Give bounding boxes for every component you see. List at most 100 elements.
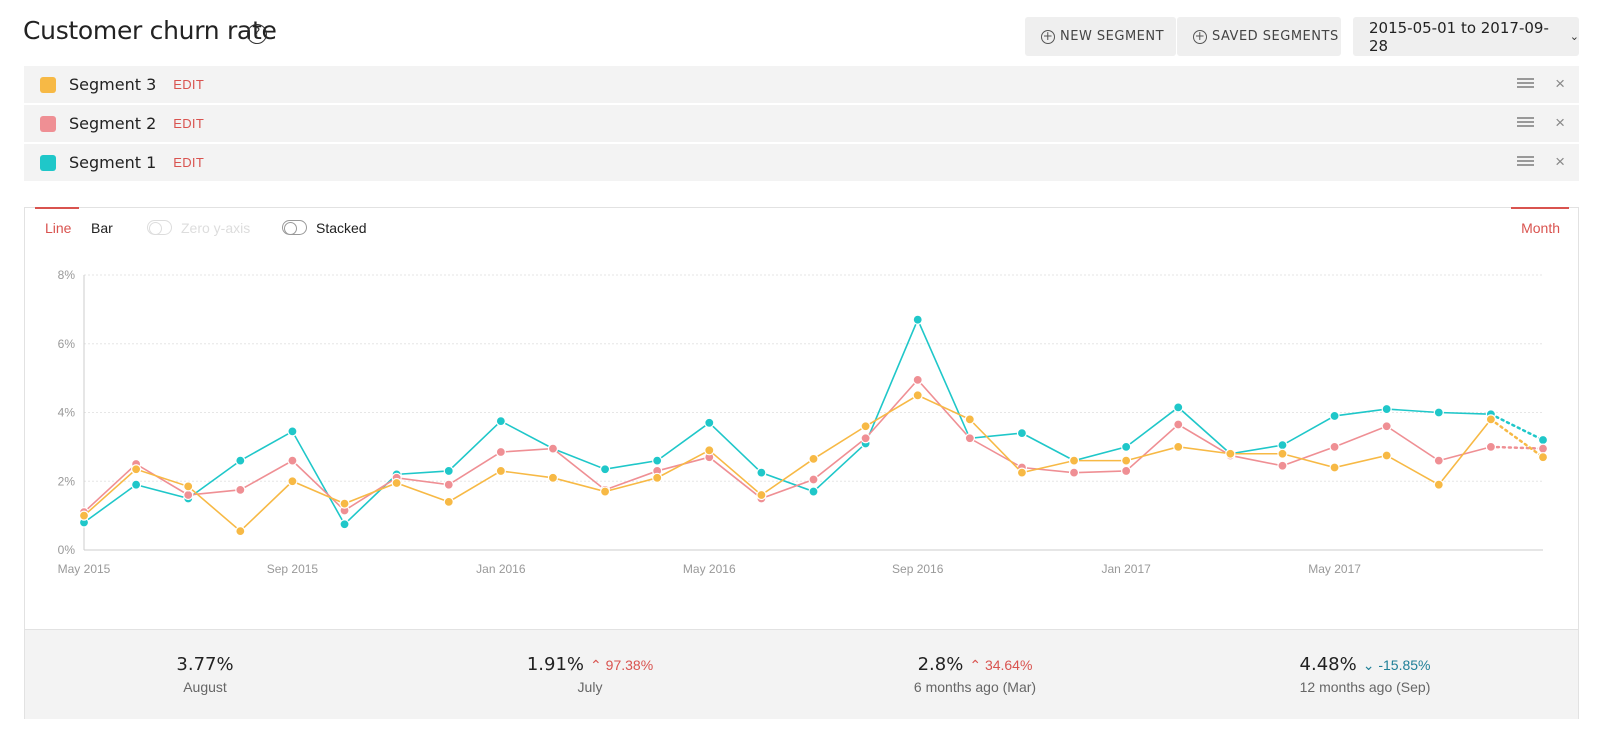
stat-6-months: 2.8% ⌃ 34.64% 6 months ago (Mar) <box>825 654 1125 695</box>
data-point <box>1433 455 1444 466</box>
data-point <box>339 498 350 509</box>
stat-value: 4.48% <box>1299 654 1357 675</box>
y-tick-label: 4% <box>58 406 76 420</box>
data-point <box>183 489 194 501</box>
tab-line[interactable]: Line <box>45 220 72 236</box>
close-icon[interactable]: × <box>1555 152 1565 171</box>
stat-change-up: ⌃ 97.38% <box>590 657 653 673</box>
data-point <box>1537 452 1549 463</box>
saved-segments-label: SAVED SEGMENTS <box>1212 29 1339 44</box>
churn-line-chart: 0% 2% 4% 6% 8% May 2015 Sep 2015 Jan 2016 May 20… <box>58 268 1549 576</box>
data-point <box>1381 450 1392 461</box>
plus-circle-icon: + <box>1193 28 1207 44</box>
segment-edit-link[interactable]: EDIT <box>173 77 205 92</box>
data-point <box>1121 441 1132 452</box>
segment-row: Segment 3 EDIT × <box>24 66 1579 103</box>
data-point <box>443 465 454 477</box>
new-segment-button[interactable]: + NEW SEGMENT <box>1025 17 1176 56</box>
stat-label: 12 months ago (Sep) <box>1299 679 1431 695</box>
series-projection-line <box>1489 418 1545 459</box>
data-point <box>443 479 454 490</box>
data-point <box>1381 403 1392 415</box>
y-tick-label: 6% <box>58 337 76 351</box>
close-icon[interactable]: × <box>1555 113 1565 132</box>
drag-handle-icon[interactable] <box>1517 78 1534 90</box>
drag-handle-icon[interactable] <box>1517 117 1534 129</box>
tab-bar[interactable]: Bar <box>91 220 113 236</box>
data-point <box>1068 455 1080 466</box>
close-icon[interactable]: × <box>1555 74 1565 93</box>
stat-change-value: 34.64% <box>984 657 1033 673</box>
series-line <box>83 394 1492 533</box>
y-tick-label: 8% <box>58 268 76 282</box>
data-point <box>756 489 767 501</box>
help-icon[interactable]: ? <box>247 24 267 44</box>
segment-row: Segment 2 EDIT × <box>24 105 1579 142</box>
data-point <box>964 433 975 444</box>
period-select-month[interactable]: Month <box>1521 220 1560 236</box>
data-point <box>599 486 611 497</box>
active-tab-indicator <box>35 207 79 209</box>
zero-y-axis-toggle[interactable] <box>147 220 172 235</box>
data-point <box>599 464 611 475</box>
caret-down-icon: ⌄ <box>1362 657 1379 673</box>
data-point <box>287 476 298 487</box>
data-point <box>287 426 298 437</box>
data-point <box>391 477 402 489</box>
stat-change-value: 97.38% <box>605 657 654 673</box>
data-point <box>704 417 715 428</box>
data-point <box>1329 441 1340 452</box>
data-point <box>495 465 506 477</box>
data-point <box>547 443 559 454</box>
data-point <box>1173 441 1184 452</box>
data-point <box>1068 467 1080 478</box>
stat-value: 1.91% <box>526 654 585 675</box>
new-segment-label: NEW SEGMENT <box>1060 29 1165 44</box>
stat-label: 6 months ago (Mar) <box>913 679 1037 695</box>
data-point <box>808 486 819 497</box>
stat-value: 2.8% <box>917 654 964 675</box>
stat-current: 3.77% August <box>55 654 355 695</box>
segment-color-swatch <box>40 115 56 132</box>
y-tick-label: 2% <box>58 474 76 488</box>
data-point <box>495 415 506 427</box>
caret-up-icon: ⌃ <box>969 657 985 673</box>
stat-previous: 1.91% ⌃ 97.38% July <box>440 654 740 695</box>
series-line <box>83 378 1492 513</box>
drag-handle-icon[interactable] <box>1517 156 1534 168</box>
data-point <box>912 390 923 401</box>
segment-row: Segment 1 EDIT × <box>24 144 1579 181</box>
x-tick-label: Jan 2017 <box>1101 562 1151 576</box>
data-point <box>912 374 923 385</box>
data-point <box>756 467 767 478</box>
stats-bar: 3.77% August 1.91% ⌃ 97.38% July 2.8% ⌃ 34… <box>25 629 1578 719</box>
x-tick-label: May 2016 <box>683 562 736 576</box>
data-point <box>131 479 142 490</box>
segment-color-swatch <box>40 154 56 171</box>
chevron-down-icon: ⌄ <box>1569 30 1579 43</box>
caret-up-icon: ⌃ <box>590 657 606 673</box>
data-point <box>964 414 975 425</box>
stat-label: August <box>183 679 227 695</box>
data-point <box>1329 410 1340 422</box>
stat-change-down: ⌄ -15.85% <box>1363 657 1431 673</box>
data-point <box>704 445 715 456</box>
stat-label: July <box>577 679 603 695</box>
data-point <box>1121 455 1132 466</box>
data-point <box>1016 428 1028 439</box>
date-range-select[interactable]: 2015-05-01 to 2017-09-28 ⌄ <box>1353 17 1579 56</box>
stat-12-months: 4.48% ⌄ -15.85% 12 months ago (Sep) <box>1215 654 1515 695</box>
data-point <box>287 455 298 466</box>
data-point <box>860 433 871 444</box>
data-point <box>1016 467 1028 478</box>
data-point <box>235 484 246 495</box>
stacked-toggle[interactable] <box>282 220 307 235</box>
saved-segments-button[interactable]: + SAVED SEGMENTS <box>1177 17 1341 56</box>
data-point <box>1173 419 1184 430</box>
data-point <box>183 481 194 492</box>
page-title: Customer churn rate <box>23 16 277 45</box>
segment-edit-link[interactable]: EDIT <box>173 116 205 131</box>
stat-change-up: ⌃ 34.64% <box>969 657 1032 673</box>
segment-edit-link[interactable]: EDIT <box>173 155 205 170</box>
data-point <box>495 446 506 458</box>
